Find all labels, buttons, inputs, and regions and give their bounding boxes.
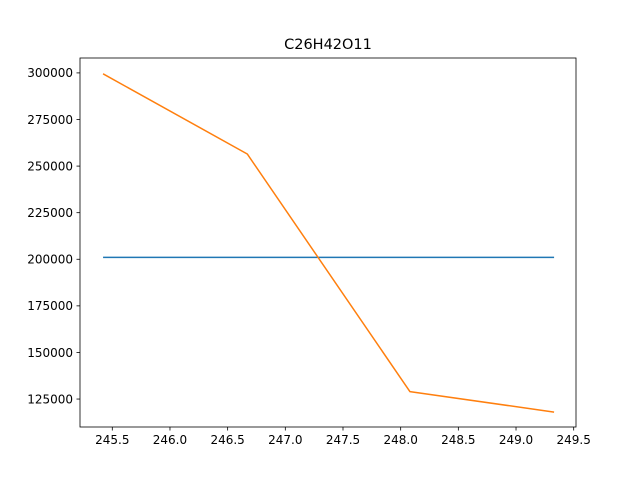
y-tick-label: 125000 — [27, 392, 73, 406]
y-tick-label: 225000 — [27, 206, 73, 220]
plot-area: 245.5 246.0 246.5 247.0 247.5 248.0 248.5 249.0… — [27, 57, 591, 447]
x-tick-label: 248.5 — [441, 433, 475, 447]
series-line-1 — [102, 73, 555, 413]
x-tick-label: 247.5 — [326, 433, 360, 447]
y-tick-label: 300000 — [27, 66, 73, 80]
y-tick-label: 275000 — [27, 113, 73, 127]
x-tick-label: 245.5 — [95, 433, 129, 447]
x-tick-label: 249.5 — [557, 433, 591, 447]
x-tick-label: 246.5 — [210, 433, 244, 447]
axes-frame — [79, 57, 577, 428]
x-tick-label: 249.0 — [499, 433, 533, 447]
y-tick-label: 175000 — [27, 299, 73, 313]
y-tick-label: 200000 — [27, 253, 73, 267]
y-tick-label: 150000 — [27, 346, 73, 360]
x-tick-label: 248.0 — [383, 433, 417, 447]
y-tick-label: 250000 — [27, 159, 73, 173]
x-tick-label: 247.0 — [268, 433, 302, 447]
x-tick-label: 246.0 — [153, 433, 187, 447]
chart-title: C26H42O11 — [284, 37, 372, 53]
